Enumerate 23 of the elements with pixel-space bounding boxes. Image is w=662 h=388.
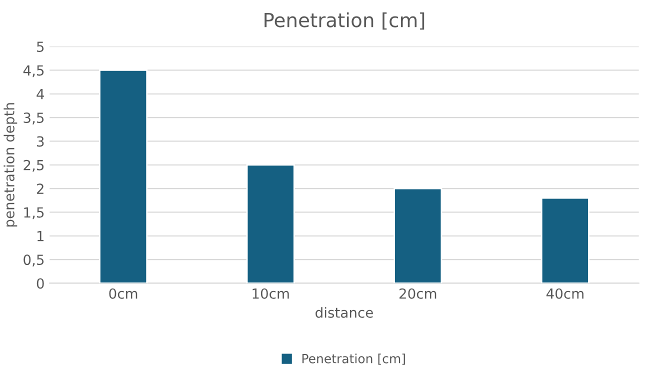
y-tick-label: 3,5 [24,112,44,124]
legend-label: Penetration [cm] [302,354,405,365]
y-axis-title: penetration depth [4,103,18,227]
bar [99,70,148,284]
y-tick-label: 0,5 [24,254,44,266]
y-tick-label: 1,5 [24,207,44,220]
y-tick-label: 5 [37,42,44,52]
bar [540,197,590,284]
x-tick-label: 0cm [109,288,138,299]
y-tick-label: 1 [37,231,44,242]
x-tick-label: 40cm [546,288,584,299]
y-tick-label: 2,5 [24,160,44,172]
y-tick-label: 2 [36,184,44,194]
chart-title: Penetration [cm] [264,12,424,30]
y-tick-label: 4,5 [23,65,44,78]
bar [246,164,295,284]
x-tick-label: 10cm [252,288,289,299]
y-tick-label: 4 [36,89,44,100]
y-tick-label: 0 [36,278,44,289]
x-axis-title: distance [316,307,373,318]
x-tick-label: 20cm [399,288,436,299]
y-tick-label: 3 [37,136,44,147]
bar [394,188,442,284]
